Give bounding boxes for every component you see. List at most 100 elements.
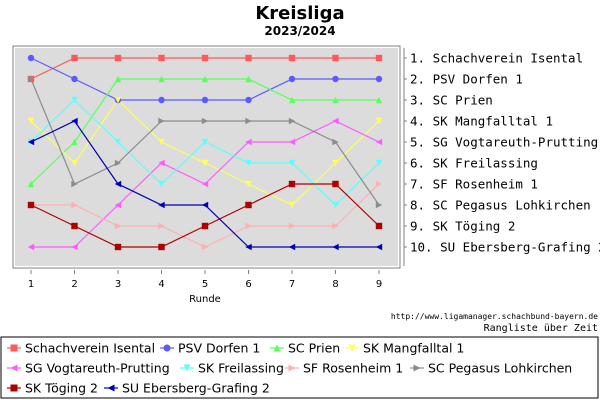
x-axis-label: Runde	[189, 294, 221, 305]
data-point	[114, 138, 122, 146]
data-point	[375, 138, 383, 146]
data-point	[71, 180, 78, 188]
legend-label: SG Vogtareuth-Prutting	[25, 361, 170, 376]
data-point	[71, 159, 78, 167]
data-point	[71, 138, 78, 146]
data-point	[332, 138, 339, 146]
source-url: http://www.ligamanager.schachbund-bayern…	[391, 312, 598, 321]
data-point	[201, 180, 209, 188]
legend: Schachverein Isental PSV Dorfen 1 SC Prien…	[7, 341, 572, 396]
data-point	[332, 75, 339, 83]
data-point	[245, 243, 252, 251]
data-point	[288, 75, 296, 83]
rank-label: 5. SG Vogtareuth-Prutting	[410, 135, 598, 150]
data-point	[245, 75, 252, 83]
data-point	[201, 138, 209, 146]
legend-label: SU Ebersberg-Grafing 2	[122, 381, 270, 396]
data-point	[245, 201, 252, 209]
x-tick-label: 6	[245, 279, 251, 290]
data-point	[245, 117, 252, 125]
data-point	[332, 96, 339, 104]
legend-label: SK Mangfalltal 1	[363, 341, 464, 356]
data-point	[114, 96, 122, 104]
data-point	[114, 222, 122, 230]
legend-label: SC Prien	[288, 341, 340, 356]
data-point	[288, 201, 296, 209]
data-point	[332, 222, 339, 230]
data-point	[158, 222, 165, 230]
legend-marker	[163, 344, 171, 352]
legend-label: PSV Dorfen 1	[178, 341, 260, 356]
data-point	[114, 243, 122, 251]
rank-label: 6. SK Freilassing	[410, 156, 538, 171]
data-point	[375, 54, 383, 62]
rank-labels: 1. Schachverein Isental 2. PSV Dorfen 1 3.…	[404, 51, 600, 255]
legend-label: SC Pegasus Lohkirchen	[428, 361, 572, 376]
x-tick-label: 5	[202, 279, 208, 290]
data-point	[114, 201, 122, 209]
rank-label: 1. Schachverein Isental	[410, 51, 583, 66]
data-point	[201, 159, 209, 167]
data-point	[201, 117, 209, 125]
data-point	[332, 180, 339, 188]
data-point	[158, 243, 165, 251]
rank-label: 2. PSV Dorfen 1	[410, 72, 523, 87]
legend-marker	[10, 344, 18, 352]
data-point	[201, 75, 209, 83]
data-point	[201, 201, 209, 209]
rank-label: 8. SC Pegasus Lohkirchen	[410, 198, 591, 213]
data-point	[375, 75, 383, 83]
data-point	[332, 54, 339, 62]
data-point	[158, 201, 165, 209]
data-point	[71, 96, 78, 104]
data-point	[245, 54, 252, 62]
data-point	[375, 201, 383, 209]
data-point	[27, 75, 35, 83]
data-point	[71, 243, 78, 251]
legend-label: SK Freilassing	[198, 361, 284, 376]
rank-label: 7. SF Rosenheim 1	[410, 177, 538, 192]
rank-label: 10. SU Ebersberg-Grafing 2	[410, 240, 600, 255]
data-point	[288, 138, 296, 146]
legend-marker	[288, 364, 296, 372]
x-tick-label: 2	[71, 279, 77, 290]
legend-marker	[348, 344, 356, 352]
data-point	[114, 54, 122, 62]
legend-marker	[413, 364, 421, 372]
data-point	[375, 222, 383, 230]
chart-note: Rangliste über Zeit	[484, 323, 598, 334]
data-point	[158, 117, 165, 125]
data-point	[288, 180, 296, 188]
data-point	[114, 159, 122, 167]
data-point	[158, 96, 165, 104]
legend-box	[0, 336, 599, 399]
legend-marker	[107, 384, 115, 392]
series-markers	[27, 54, 383, 251]
data-point	[288, 96, 296, 104]
data-point	[201, 222, 209, 230]
data-point	[27, 180, 35, 188]
data-point	[288, 117, 296, 125]
data-point	[27, 201, 35, 209]
data-point	[27, 54, 35, 62]
data-point	[245, 180, 252, 188]
data-point	[375, 159, 383, 167]
data-point	[288, 54, 296, 62]
rank-label: 3. SC Prien	[410, 93, 493, 108]
legend-label: SK Töging 2	[25, 381, 98, 396]
data-point	[27, 117, 35, 125]
data-point	[288, 243, 296, 251]
data-point	[375, 117, 383, 125]
legend-marker	[10, 364, 18, 372]
x-tick-label: 3	[115, 279, 121, 290]
data-point	[288, 222, 296, 230]
data-point	[158, 75, 165, 83]
data-point	[27, 138, 35, 146]
data-point	[201, 96, 209, 104]
data-point	[27, 243, 35, 251]
data-point	[332, 159, 339, 167]
data-point	[158, 54, 165, 62]
chart-title: Kreisliga	[255, 3, 344, 24]
data-point	[288, 159, 296, 167]
